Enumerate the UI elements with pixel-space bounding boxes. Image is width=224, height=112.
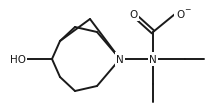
Text: N: N xyxy=(116,55,124,64)
Text: O: O xyxy=(176,10,184,20)
Text: N: N xyxy=(149,55,157,64)
Text: O: O xyxy=(129,10,137,20)
Text: HO: HO xyxy=(10,55,26,64)
Text: −: − xyxy=(184,5,190,14)
